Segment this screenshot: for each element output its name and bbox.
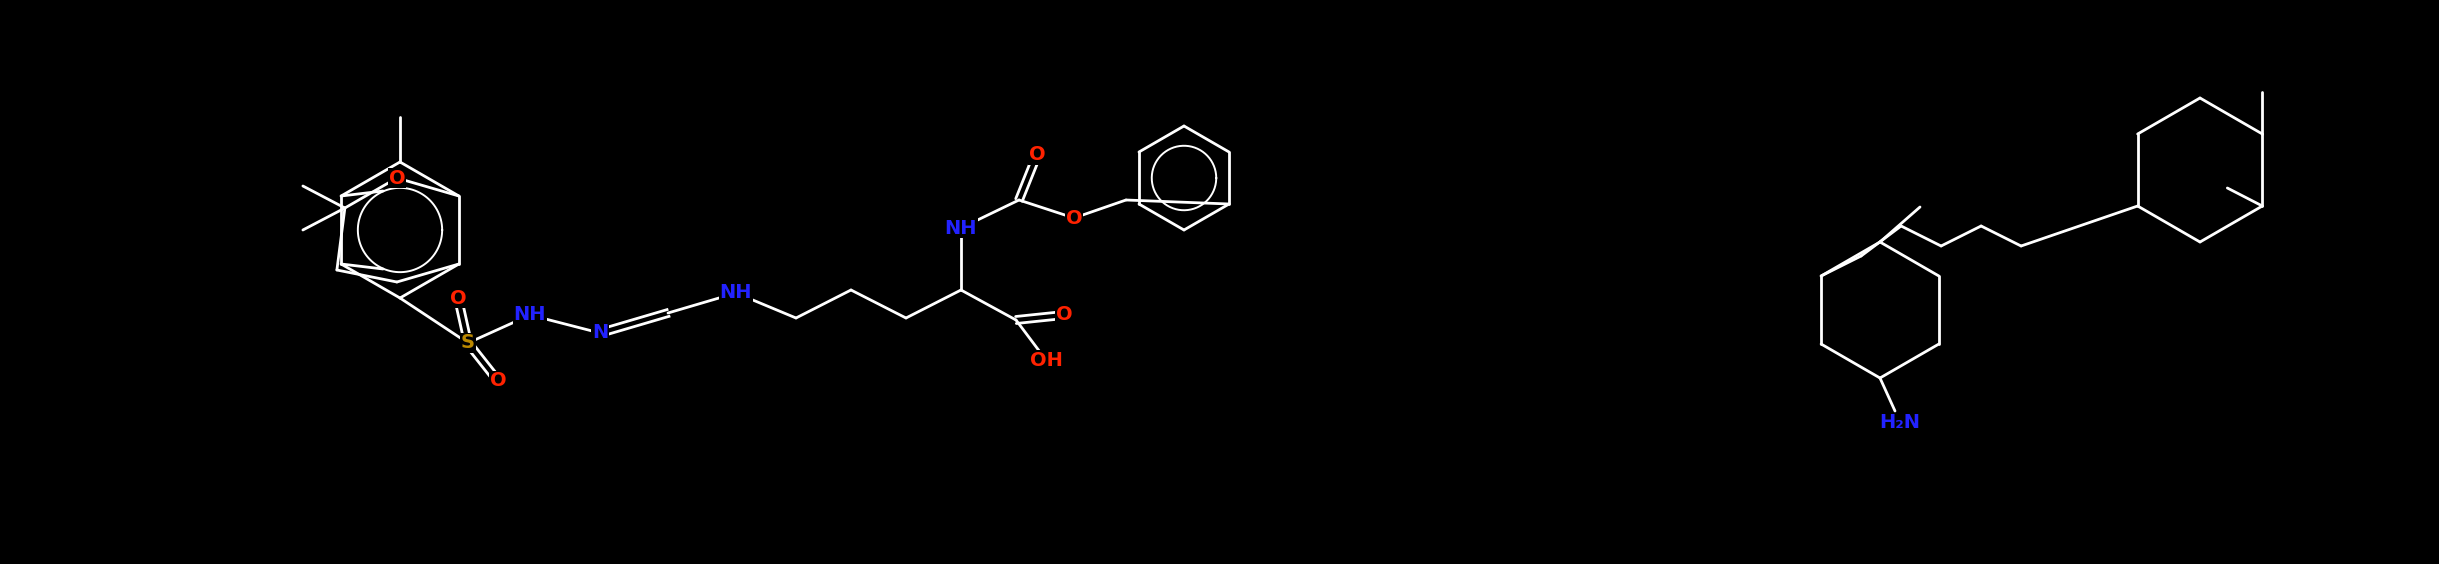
Text: NH: NH: [720, 284, 751, 302]
Text: O: O: [449, 289, 466, 307]
Text: S: S: [461, 333, 476, 352]
Text: NH: NH: [944, 218, 978, 237]
Text: O: O: [490, 372, 507, 390]
Text: OH: OH: [1029, 350, 1063, 369]
Text: H₂N: H₂N: [1880, 413, 1919, 433]
Text: O: O: [1029, 146, 1046, 165]
Text: N: N: [593, 324, 607, 342]
Text: NH: NH: [515, 306, 546, 324]
Text: O: O: [1066, 209, 1083, 227]
Text: O: O: [388, 169, 405, 187]
Text: O: O: [1056, 306, 1073, 324]
